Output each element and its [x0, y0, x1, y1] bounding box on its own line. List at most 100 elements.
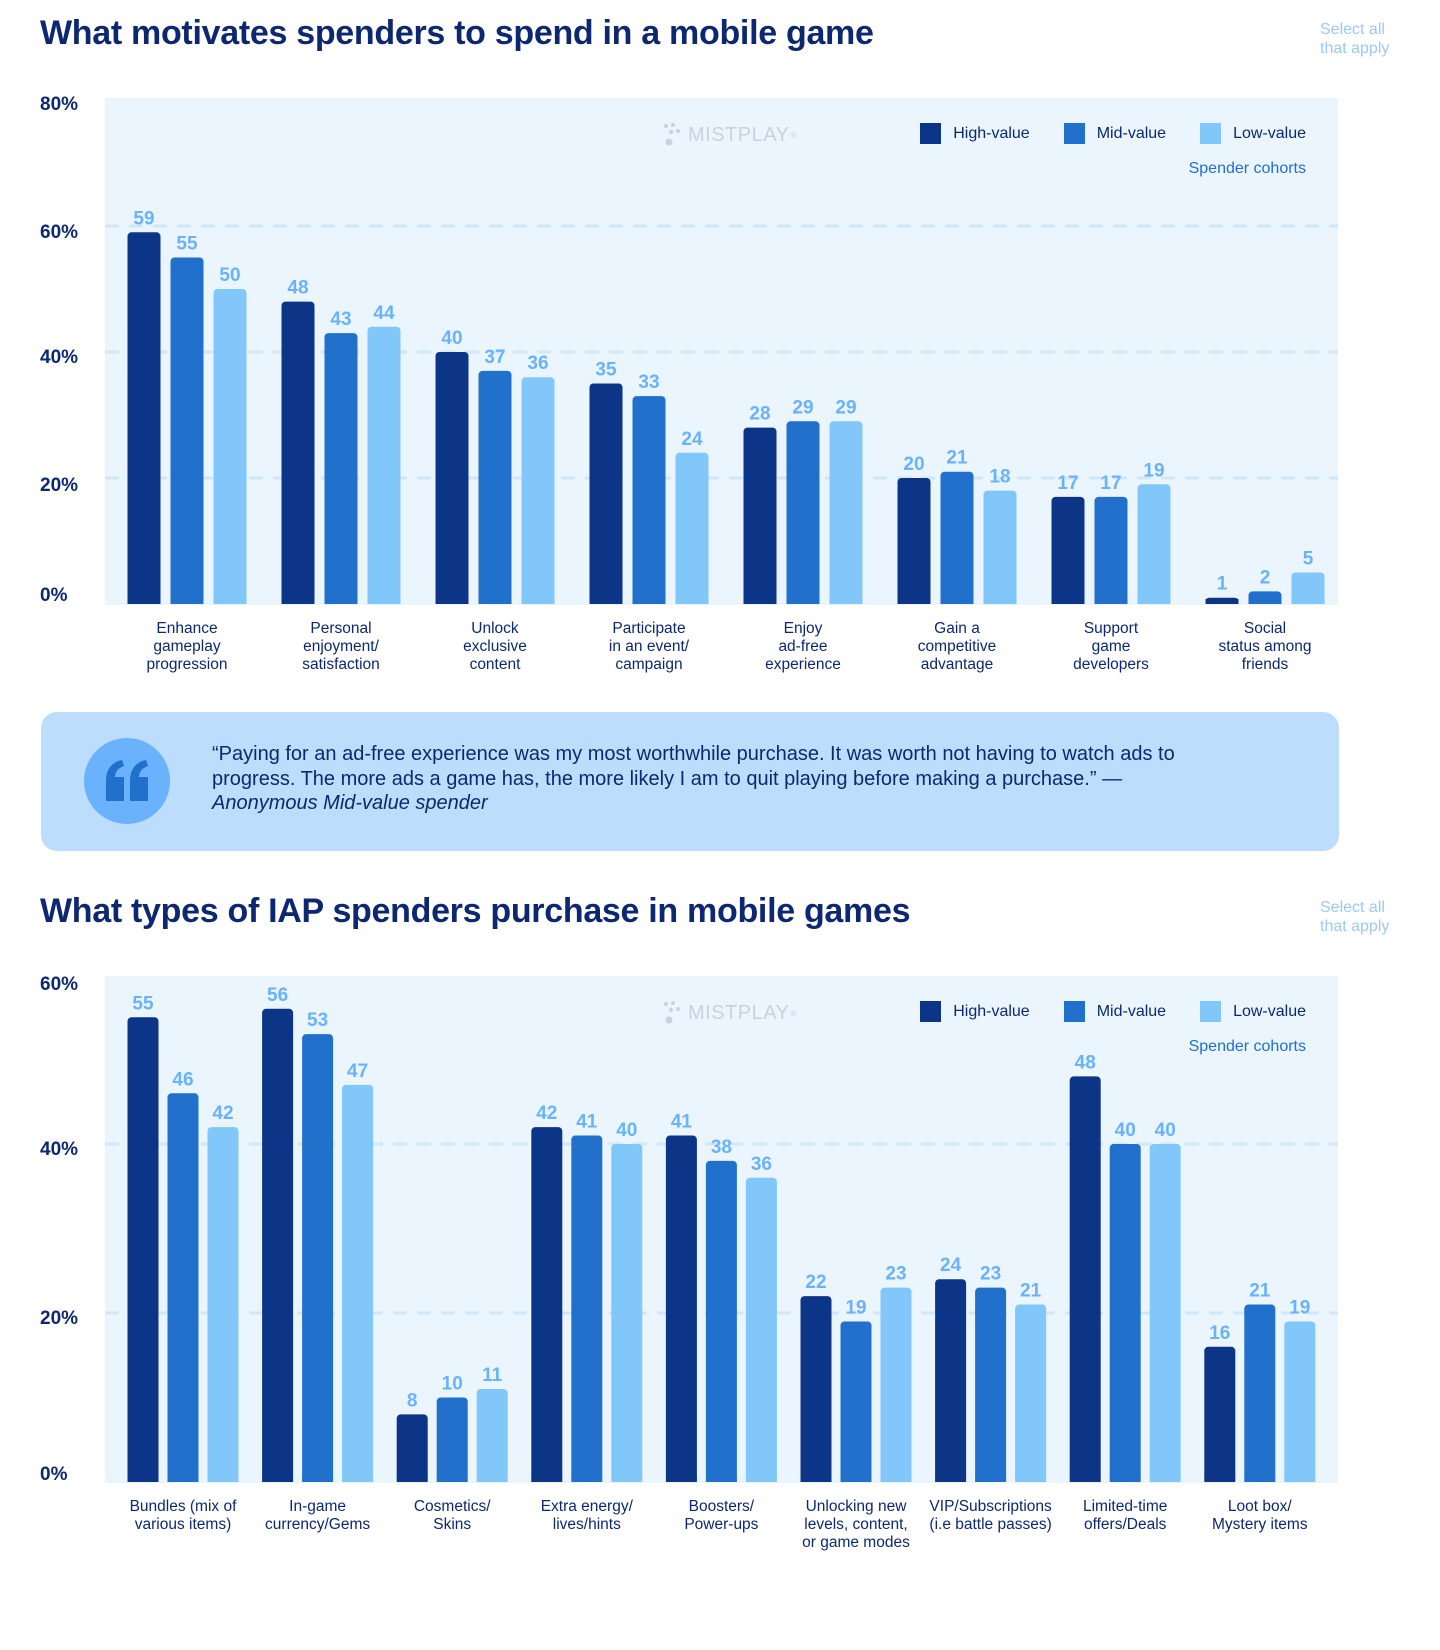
bar-mid: [1244, 1304, 1276, 1482]
bar-value-label: 20: [903, 454, 924, 475]
bar-base-high: [589, 599, 623, 604]
chart2-ytick-0: 0%: [40, 1464, 68, 1485]
logo-registered-mark: ®: [790, 1008, 797, 1018]
quote-box: [41, 712, 1339, 851]
chart2-title: What types of IAP spenders purchase in m…: [40, 892, 911, 930]
legend-label-high: High-value: [953, 124, 1030, 142]
bar-low: [745, 1177, 777, 1482]
bar-base-mid: [1109, 1477, 1141, 1482]
bar-base-low: [880, 1477, 912, 1482]
x-axis-label: Unlock exclusive content: [463, 620, 527, 673]
bar-value-label: 41: [576, 1112, 598, 1133]
bar-value-label: 55: [176, 234, 198, 255]
bar-value-label: 43: [330, 309, 351, 330]
bar-value-label: 48: [287, 278, 308, 299]
bar-mid: [324, 333, 358, 604]
bar-base-low: [829, 599, 863, 604]
bar-value-label: 17: [1057, 473, 1078, 494]
bar-base-high: [800, 1477, 832, 1482]
chart1-select-note: Select all that apply: [1320, 20, 1440, 58]
bar-low: [829, 421, 863, 604]
bar-low: [1137, 484, 1171, 604]
bar-value-label: 28: [749, 404, 770, 425]
chart1-legend: High-value Mid-value Low-value: [886, 123, 1306, 144]
bar-value-label: 23: [980, 1264, 1001, 1285]
bar-base-high: [1051, 599, 1085, 604]
bar-base-low: [745, 1477, 777, 1482]
legend-swatch-high: [920, 1001, 942, 1022]
bar-value-label: 50: [219, 265, 240, 286]
bar-low: [213, 289, 247, 604]
bar-mid: [302, 1034, 334, 1482]
bar-high: [1069, 1076, 1101, 1482]
quote-mark-icon: [84, 738, 170, 824]
bar-value-label: 36: [751, 1154, 772, 1175]
x-axis-label: Extra energy/ lives/hints: [540, 1498, 633, 1533]
bar-low: [1015, 1304, 1047, 1482]
x-axis-label: Social status among friends: [1218, 620, 1312, 673]
bar-base-high: [531, 1477, 563, 1482]
bar-value-label: 40: [441, 328, 462, 349]
bar-value-label: 21: [946, 448, 968, 469]
bar-base-low: [611, 1477, 643, 1482]
select-note-line1: Select all: [1320, 899, 1385, 916]
bar-value-label: 18: [989, 467, 1010, 488]
x-axis-label: Enhance gameplay progression: [146, 620, 228, 673]
bar-value-label: 36: [527, 353, 548, 374]
chart2-mistplay-logo: MISTPLAY ®: [662, 1000, 797, 1026]
bar-high: [897, 478, 931, 604]
bar-high: [531, 1127, 563, 1482]
bar-value-label: 11: [482, 1365, 503, 1386]
x-axis-label: In-game currency/Gems: [265, 1498, 371, 1533]
bar-mid: [571, 1135, 603, 1482]
bar-value-label: 8: [407, 1390, 418, 1411]
chart1-ytick-0: 0%: [40, 585, 68, 606]
bar-base-low: [983, 599, 1017, 604]
bar-mid: [1109, 1144, 1141, 1482]
bar-value-label: 29: [835, 397, 856, 418]
bar-base-high: [281, 599, 315, 604]
bar-value-label: 44: [373, 303, 395, 324]
bar-value-label: 40: [1155, 1120, 1176, 1141]
bar-high: [935, 1279, 967, 1482]
bar-base-low: [342, 1477, 374, 1482]
bar-low: [342, 1084, 374, 1482]
bar-value-label: 33: [638, 372, 659, 393]
bar-value-label: 40: [1115, 1120, 1136, 1141]
logo-text: MISTPLAY: [688, 123, 790, 146]
bar-base-high: [665, 1477, 697, 1482]
bar-value-label: 56: [267, 985, 288, 1006]
bar-base-mid: [302, 1477, 334, 1482]
bar-low: [207, 1127, 239, 1482]
bar-base-mid: [975, 1477, 1007, 1482]
bar-value-label: 1: [1217, 574, 1228, 595]
bar-base-mid: [478, 599, 512, 604]
legend-item-high: High-value: [920, 123, 1030, 144]
bar-base-low: [367, 599, 401, 604]
bar-mid: [1094, 496, 1128, 604]
bar-base-high: [435, 599, 469, 604]
bar-mid: [167, 1093, 199, 1482]
bar-base-mid: [324, 599, 358, 604]
bar-mid: [786, 421, 820, 604]
bar-value-label: 53: [307, 1010, 328, 1031]
bar-mid: [705, 1160, 737, 1482]
bar-value-label: 35: [595, 360, 617, 381]
bar-value-label: 19: [845, 1297, 866, 1318]
bar-value-label: 48: [1075, 1052, 1096, 1073]
bar-high: [665, 1135, 697, 1482]
bar-value-label: 23: [885, 1264, 906, 1285]
bar-base-low: [675, 599, 709, 604]
bar-value-label: 2: [1260, 567, 1271, 588]
quote-attribution: Anonymous Mid-value spender: [212, 792, 488, 814]
bar-high: [589, 383, 623, 604]
bar-value-label: 55: [132, 993, 154, 1014]
bar-base-low: [213, 599, 247, 604]
chart2-select-note: Select all that apply: [1320, 898, 1440, 936]
bar-mid: [975, 1287, 1007, 1482]
chart2-legend: High-value Mid-value Low-value: [886, 1001, 1306, 1022]
bar-base-low: [1149, 1477, 1181, 1482]
legend-item-mid: Mid-value: [1063, 1001, 1167, 1022]
legend-label-mid: Mid-value: [1096, 1002, 1167, 1020]
bar-value-label: 19: [1143, 460, 1164, 481]
